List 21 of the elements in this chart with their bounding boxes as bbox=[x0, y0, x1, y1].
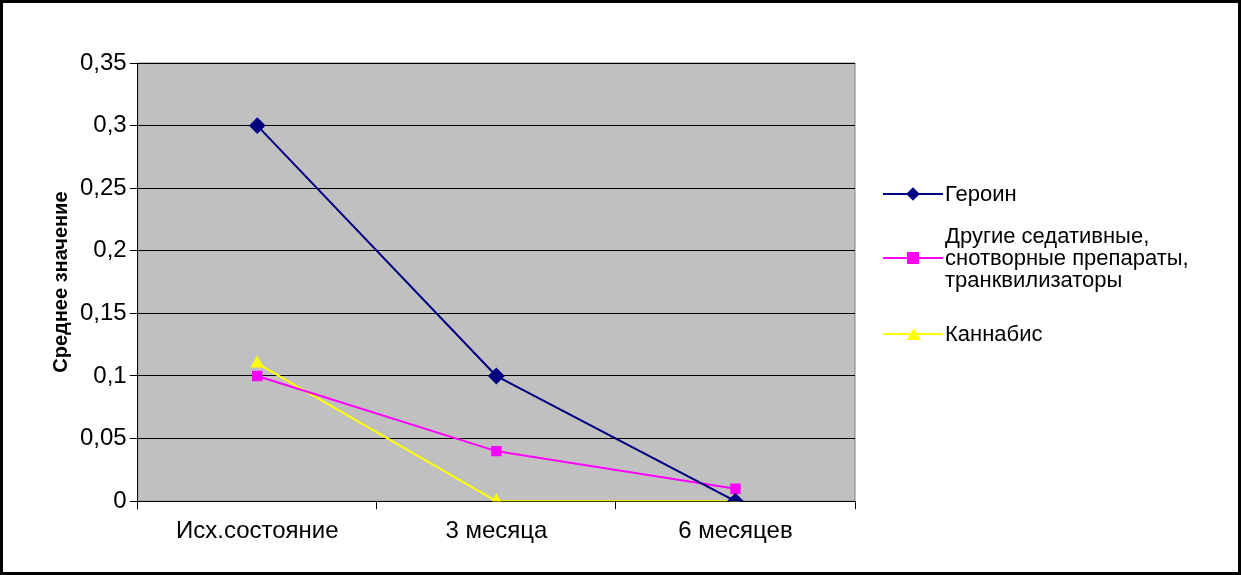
y-tick-label: 0,15 bbox=[79, 298, 127, 326]
y-tick-label: 0,3 bbox=[93, 110, 127, 138]
point bbox=[488, 368, 505, 384]
y-tick-label: 0,35 bbox=[79, 47, 127, 75]
point bbox=[251, 356, 264, 368]
y-tick-label: 0,1 bbox=[93, 360, 127, 388]
x-tick-label: Исх.состояние bbox=[175, 516, 339, 544]
point bbox=[249, 117, 266, 134]
legend-label: Другие седативные, снотворные препараты, транквилизаторы bbox=[944, 223, 1190, 292]
y-tick-label: 0,2 bbox=[93, 235, 127, 263]
legend-label: Каннабис bbox=[944, 321, 1044, 346]
x-tick-label: 3 месяца bbox=[445, 516, 548, 544]
point bbox=[730, 483, 741, 494]
point bbox=[252, 370, 263, 382]
x-tick-label: 6 месяцев bbox=[678, 516, 793, 544]
point bbox=[491, 445, 502, 457]
legend-label: Героин bbox=[944, 181, 1018, 206]
y-tick-label: 0,05 bbox=[79, 423, 127, 451]
y-axis-title: Среднее значение bbox=[48, 191, 71, 373]
y-tick-label: 0,25 bbox=[79, 172, 127, 200]
y-tick-label: 0 bbox=[113, 485, 127, 513]
